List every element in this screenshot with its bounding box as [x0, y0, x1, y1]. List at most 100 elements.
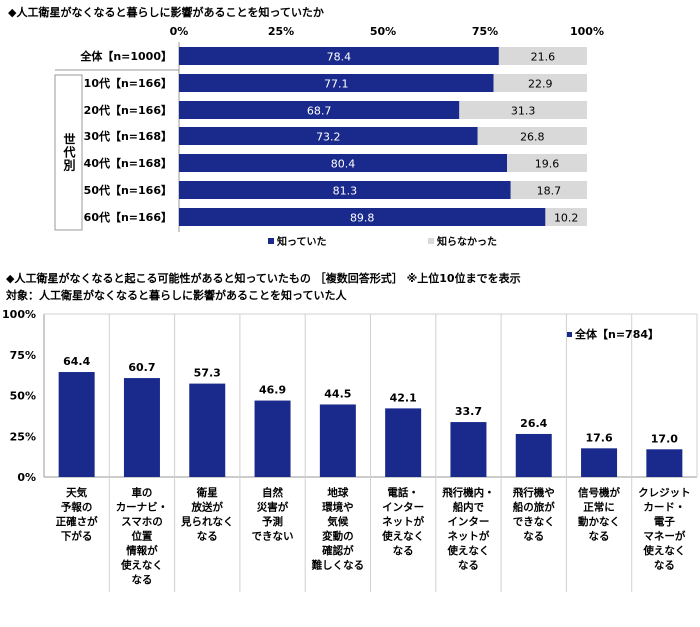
category-label: 気候	[326, 515, 348, 528]
category-label: 全体【n=1000】	[79, 49, 172, 63]
data-label: 17.0	[651, 432, 678, 445]
data-label-unknown: 10.2	[554, 212, 579, 225]
category-label: 予報の	[61, 501, 93, 514]
bar	[385, 408, 422, 477]
x-tick-label: 50%	[370, 25, 396, 38]
chart-title: ◆人工衛星がなくなると暮らしに影響があることを知っていたか	[8, 5, 324, 19]
legend-swatch	[268, 238, 274, 244]
data-label-unknown: 26.8	[520, 131, 545, 144]
y-tick-label: 100%	[2, 308, 36, 321]
data-label-known: 73.2	[316, 131, 341, 144]
category-label: 飛行機内・	[441, 486, 495, 499]
bar-known	[179, 181, 511, 199]
category-label: できない	[252, 531, 294, 543]
bar	[646, 449, 683, 477]
bar-known	[179, 47, 499, 65]
data-label: 33.7	[455, 405, 482, 418]
category-label: ネットが	[382, 515, 424, 528]
chart-subtitle: 対象：人工衛星がなくなると暮らしに影響があることを知っていた人	[5, 288, 347, 302]
category-label: スマホの	[121, 516, 163, 528]
legend-swatch	[567, 332, 572, 337]
bar	[254, 400, 291, 477]
category-label: 船の旅が	[513, 501, 555, 514]
legend-label: 知らなかった	[436, 235, 497, 248]
category-label: 確認が	[322, 544, 354, 557]
data-label: 26.4	[520, 417, 547, 430]
data-label-unknown: 21.6	[531, 51, 556, 64]
group-label: 世代別	[62, 133, 76, 172]
category-label: なる	[131, 574, 152, 586]
bar-known	[179, 154, 508, 172]
category-label: なる	[393, 545, 414, 557]
data-label: 57.3	[194, 367, 221, 380]
bar	[581, 448, 618, 477]
bar-known	[179, 127, 478, 145]
category-label: 放送が	[191, 501, 224, 514]
bar-unknown	[493, 74, 587, 92]
data-label-unknown: 18.7	[537, 185, 562, 198]
bar-unknown	[498, 47, 587, 65]
category-label: ネットが	[447, 530, 489, 543]
category-label: 災害が	[257, 501, 289, 514]
data-label-known: 78.4	[327, 51, 352, 64]
bar-unknown	[545, 208, 587, 226]
category-label: カード・	[643, 502, 685, 514]
category-label: カーナビ・	[116, 501, 169, 514]
legend-label: 全体【n=784】	[574, 327, 659, 341]
data-label: 17.6	[585, 431, 612, 444]
category-label: 予測	[262, 515, 283, 528]
bar-unknown	[477, 127, 587, 145]
category-label: 使えなく	[381, 530, 424, 543]
y-tick-label: 75%	[10, 349, 36, 362]
bar	[450, 422, 487, 477]
bar	[319, 404, 356, 477]
x-tick-label: 0%	[170, 25, 189, 38]
data-label-known: 81.3	[333, 185, 358, 198]
data-label-known: 77.1	[324, 78, 349, 91]
bar-known	[179, 208, 546, 226]
category-label: インター	[447, 516, 489, 528]
x-tick-label: 75%	[472, 25, 498, 38]
data-label-unknown: 22.9	[528, 78, 553, 91]
category-label: クレジット	[638, 487, 691, 499]
category-label: 自然	[262, 486, 283, 499]
category-label: 車の	[131, 486, 152, 499]
data-label: 44.5	[324, 387, 351, 400]
data-label: 64.4	[63, 355, 90, 368]
category-label: 40代【n=168】	[84, 156, 172, 170]
bar	[515, 433, 552, 477]
data-label: 60.7	[128, 361, 155, 374]
category-label: 環境や	[322, 501, 354, 514]
category-label: 電子	[654, 516, 675, 528]
category-label: 使えなく	[446, 544, 489, 557]
category-label: 60代【n=166】	[84, 210, 172, 224]
bar	[123, 378, 160, 477]
category-label: 使えなく	[120, 559, 163, 572]
bar-known	[179, 101, 460, 119]
category-label: 10代【n=166】	[84, 76, 172, 90]
bar-unknown	[510, 181, 587, 199]
category-label: 変動の	[322, 530, 354, 543]
category-label: 情報が	[126, 544, 158, 557]
y-tick-label: 25%	[10, 430, 36, 443]
bar	[189, 383, 226, 477]
y-tick-label: 50%	[10, 390, 36, 403]
chart-title: ◆人工衛星がなくなると起こる可能性があると知っていたもの ［複数回答形式］ ※上…	[6, 271, 521, 285]
category-label: 20代【n=166】	[84, 103, 172, 117]
data-label-known: 89.8	[350, 212, 375, 225]
category-label: できなく	[513, 516, 555, 528]
data-label: 42.1	[390, 391, 417, 404]
category-label: 50代【n=166】	[84, 183, 172, 197]
legend-label: 知っていた	[276, 235, 327, 248]
y-tick-label: 0%	[17, 471, 36, 484]
group-box	[54, 74, 83, 231]
data-label-unknown: 31.3	[511, 105, 536, 118]
category-label: 船内で	[453, 501, 485, 514]
bar-known	[179, 74, 494, 92]
category-label: マネーが	[643, 530, 685, 543]
x-tick-label: 25%	[268, 25, 294, 38]
category-label: 難しくなる	[311, 559, 365, 572]
category-label: インター	[382, 502, 424, 514]
